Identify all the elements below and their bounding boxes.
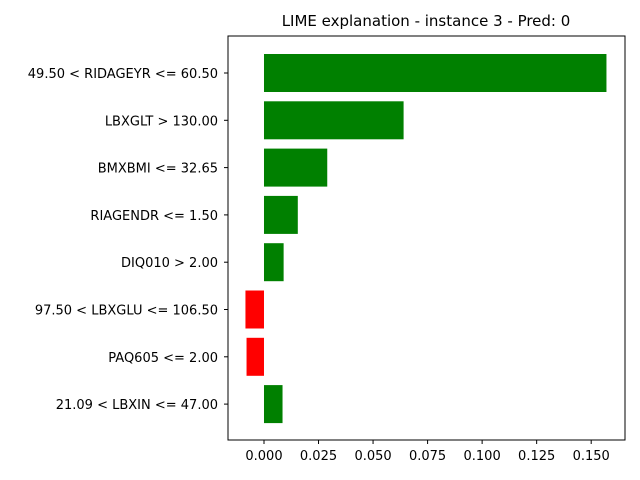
bar-3: [263, 195, 298, 234]
bar-7: [263, 385, 283, 424]
bars-group: [245, 54, 607, 424]
bar-0: [263, 54, 607, 92]
x-tick-label-5: 0.125: [518, 449, 555, 464]
y-tick-label-1: LBXGLT > 130.00: [105, 114, 218, 129]
x-tick-label-6: 0.150: [573, 449, 610, 464]
bar-6: [246, 337, 264, 376]
plot-frame: [227, 35, 626, 441]
x-tick-label-0: 0.000: [245, 449, 282, 464]
x-tick-label-2: 0.050: [354, 449, 391, 464]
y-tick-label-0: 49.50 < RIDAGEYR <= 60.50: [28, 67, 218, 82]
y-tick-label-6: PAQ605 <= 2.00: [108, 351, 218, 366]
y-tick-labels: 49.50 < RIDAGEYR <= 60.50 LBXGLT > 130.00…: [28, 67, 228, 413]
x-axis: 0.000 0.025 0.050 0.075 0.100 0.125 0.150: [245, 440, 610, 464]
x-tick-label-3: 0.075: [409, 449, 446, 464]
bar-1: [263, 101, 404, 140]
x-tick-label-4: 0.100: [464, 449, 501, 464]
x-tick-label-1: 0.025: [300, 449, 337, 464]
y-tick-label-4: DIQ010 > 2.00: [121, 256, 218, 271]
y-tick-label-5: 97.50 < LBXGLU <= 106.50: [35, 304, 218, 319]
y-tick-label-3: RIAGENDR <= 1.50: [90, 209, 218, 224]
y-tick-label-2: BMXBMI <= 32.65: [98, 162, 218, 177]
y-tick-label-7: 21.09 < LBXIN <= 47.00: [56, 398, 218, 413]
bar-5: [245, 290, 264, 329]
bar-2: [263, 148, 328, 187]
chart-title: LIME explanation - instance 3 - Pred: 0: [282, 12, 571, 30]
bar-4: [263, 243, 284, 282]
